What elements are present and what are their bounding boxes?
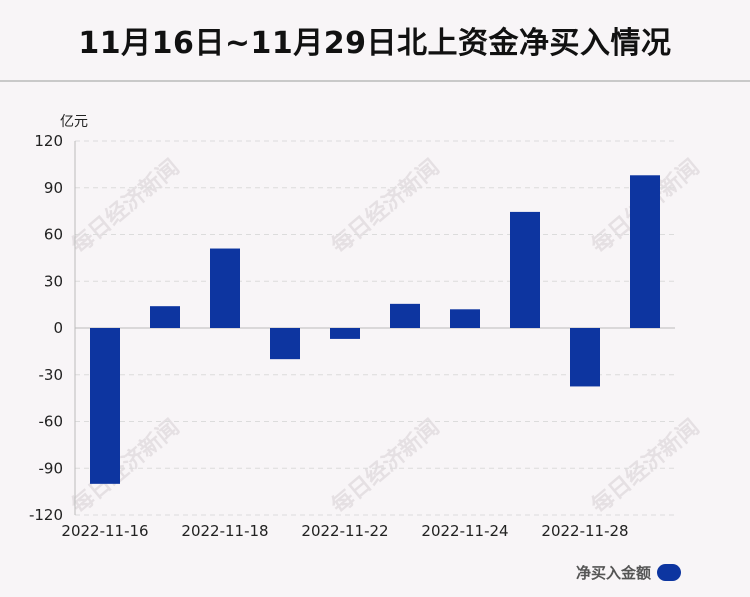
bar-chart: 每日经济新闻每日经济新闻每日经济新闻每日经济新闻每日经济新闻每日经济新闻1209…	[29, 114, 705, 540]
y-tick-label: 60	[44, 226, 63, 244]
y-tick-label: -60	[39, 413, 64, 431]
bar	[390, 303, 420, 328]
legend: 净买入金额	[576, 562, 682, 583]
bar	[150, 306, 180, 328]
y-tick-label: 0	[53, 319, 63, 337]
chart-title: 11月16日~11月29日北上资金净买入情况	[78, 26, 672, 61]
x-tick-label: 2022-11-18	[181, 522, 268, 540]
legend-swatch	[657, 564, 682, 581]
chart-area: 每日经济新闻每日经济新闻每日经济新闻每日经济新闻每日经济新闻每日经济新闻1209…	[0, 82, 750, 593]
bar	[630, 175, 660, 328]
x-tick-label: 2022-11-24	[421, 522, 508, 540]
bar	[90, 328, 120, 484]
y-tick-label: 30	[44, 272, 63, 290]
y-tick-label: -120	[29, 506, 63, 524]
x-tick-label: 2022-11-22	[301, 522, 388, 540]
x-tick-label: 2022-11-28	[541, 522, 628, 540]
watermark-text: 每日经济新闻	[587, 414, 705, 519]
y-axis-unit-label: 亿元	[60, 114, 88, 130]
bar	[210, 248, 240, 328]
y-tick-label: 90	[44, 179, 63, 197]
bar	[570, 328, 600, 387]
bar	[270, 328, 300, 360]
y-tick-label: -30	[39, 366, 64, 384]
watermark-text: 每日经济新闻	[327, 414, 445, 519]
title-bar: 11月16日~11月29日北上资金净买入情况	[0, 0, 750, 82]
watermark-text: 每日经济新闻	[67, 154, 185, 259]
watermark-text: 每日经济新闻	[327, 154, 445, 259]
bar	[330, 328, 360, 339]
bar	[450, 309, 480, 328]
x-tick-label: 2022-11-16	[61, 522, 148, 540]
y-tick-label: 120	[34, 132, 63, 150]
y-tick-label: -90	[39, 459, 64, 477]
legend-label: 净买入金额	[576, 564, 652, 582]
watermark-text: 每日经济新闻	[67, 414, 185, 519]
bar	[510, 211, 540, 328]
